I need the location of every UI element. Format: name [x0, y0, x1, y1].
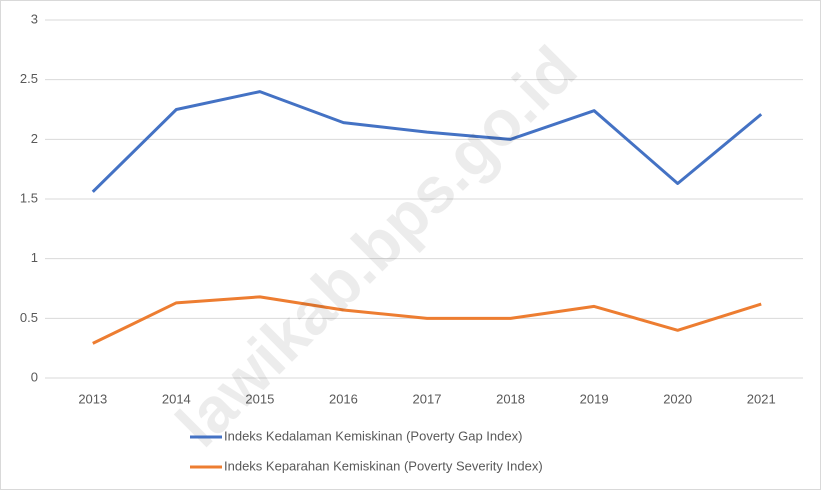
x-tick-label: 2013: [78, 391, 107, 406]
x-tick-label: 2019: [580, 391, 609, 406]
y-tick-label: 2: [31, 131, 38, 146]
x-tick-label: 2021: [747, 391, 776, 406]
legend-label: Indeks Kedalaman Kemiskinan (Poverty Gap…: [224, 428, 522, 443]
y-tick-label: 3: [31, 11, 38, 26]
x-tick-label: 2018: [496, 391, 525, 406]
y-tick-label: 1.5: [20, 190, 38, 205]
x-tick-label: 2014: [162, 391, 191, 406]
y-tick-label: 0.5: [20, 310, 38, 325]
x-tick-label: 2016: [329, 391, 358, 406]
legend-label: Indeks Keparahan Kemiskinan (Poverty Sev…: [224, 458, 543, 473]
x-tick-label: 2020: [663, 391, 692, 406]
x-tick-label: 2017: [413, 391, 442, 406]
y-tick-label: 1: [31, 250, 38, 265]
x-tick-label: 2015: [245, 391, 274, 406]
data-line: [92, 295, 762, 345]
y-tick-label: 2.5: [20, 71, 38, 86]
data-line: [91, 90, 763, 193]
y-tick-label: 0: [31, 369, 38, 384]
